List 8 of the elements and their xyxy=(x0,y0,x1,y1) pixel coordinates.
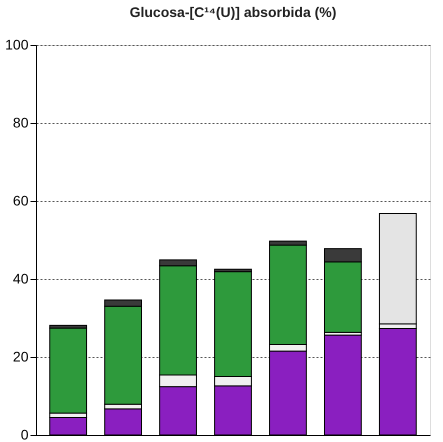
y-tick-label: 20 xyxy=(12,348,29,364)
chart-title: Glucosa-[C¹⁴(U)] absorbida (%) xyxy=(130,4,336,20)
y-tick-label: 80 xyxy=(12,114,29,130)
y-tick-label: 60 xyxy=(12,192,29,208)
y-tick-label: 0 xyxy=(20,426,29,442)
y-tick-label: 40 xyxy=(12,270,29,286)
bar xyxy=(49,328,88,414)
y-tick-label: 100 xyxy=(5,36,29,52)
